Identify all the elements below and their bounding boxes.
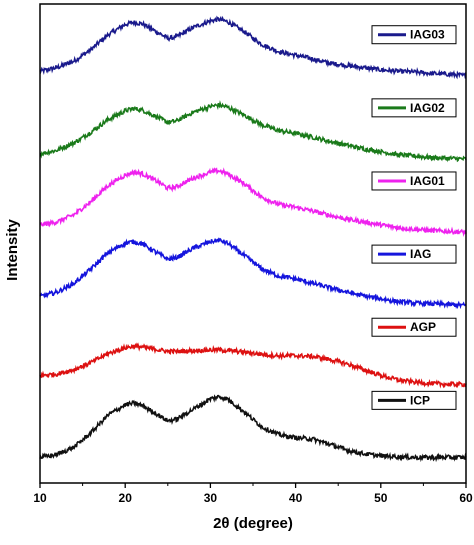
x-tick-label: 60 [459,491,473,505]
y-axis-title: Intensity [4,219,21,281]
legend-iag: IAG [371,244,457,264]
legend-box [371,390,457,410]
legend-label: IAG01 [410,174,445,188]
series-line-iag01 [39,166,467,237]
legend-box [371,171,457,191]
series-line-iag02 [39,100,467,163]
series-line-iag [39,237,467,310]
legend-box [371,98,457,118]
curves-layer [39,15,467,463]
legend-label: ICP [410,393,430,407]
plot-frame [39,3,467,484]
legend-label: IAG02 [410,101,445,115]
x-tick-label: 50 [374,491,388,505]
legend-box [371,317,457,337]
legend-agp: AGP [371,317,457,337]
legend-label: AGP [410,320,436,334]
x-tick-label: 40 [289,491,303,505]
x-tick-label: 30 [204,491,218,505]
x-axis-ticks: 10 20 30 40 50 60 [33,483,473,505]
legend-iag01: IAG01 [371,171,457,191]
legend-box [371,244,457,264]
legend-iag03: IAG03 [371,25,457,45]
legend-label: IAG [410,247,431,261]
x-axis-title: 2θ (degree) [213,515,293,532]
series-line-agp [39,342,467,389]
x-tick-label: 20 [119,491,133,505]
series-line-icp [39,394,467,463]
legend-boxes: IAG03 IAG02 IAG01 IAG AGP ICP [371,25,457,410]
series-line-iag03 [39,15,467,80]
x-tick-label: 10 [33,491,47,505]
legend-box [371,25,457,45]
legend-icp: ICP [371,390,457,410]
legend-label: IAG03 [410,28,445,42]
legend-iag02: IAG02 [371,98,457,118]
